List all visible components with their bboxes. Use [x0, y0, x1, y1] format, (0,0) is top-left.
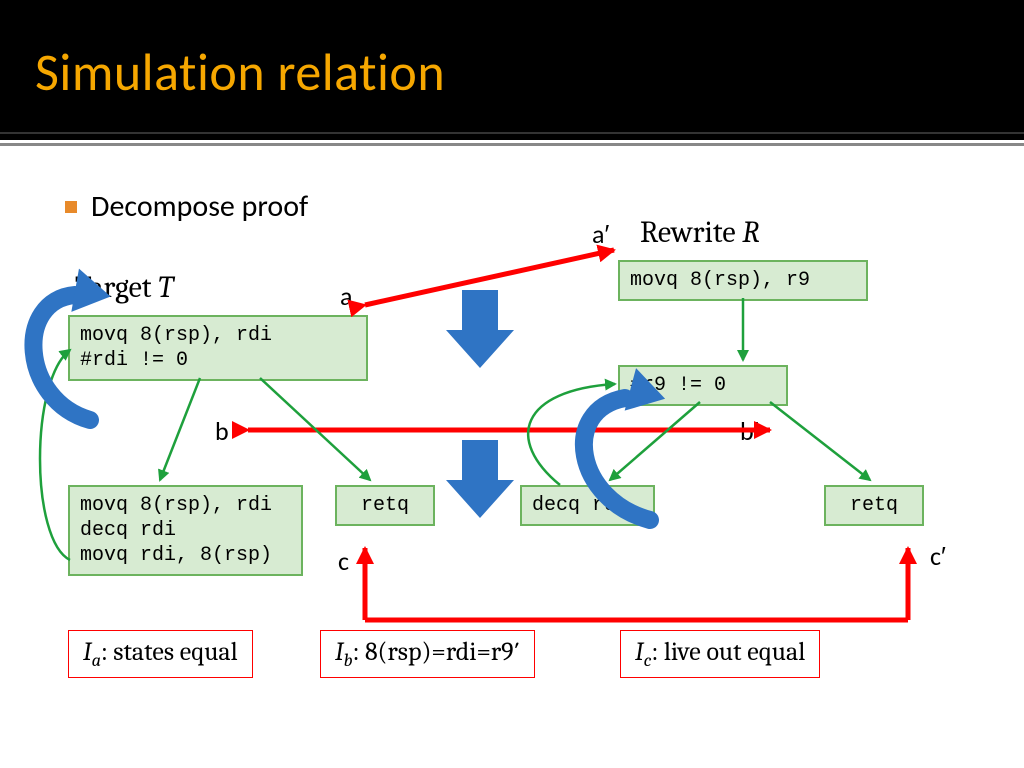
code-box-t3: retq: [335, 485, 435, 526]
code-box-r1: movq 8(rsp), r9: [618, 260, 868, 301]
point-b: b: [215, 415, 229, 447]
invariant-a: Ia: states equal: [68, 630, 253, 678]
bullet-row: Decompose proof: [65, 188, 308, 225]
rule-1: [0, 132, 1024, 134]
invariant-c: Ic: live out equal: [620, 630, 820, 678]
point-c: c: [338, 545, 349, 577]
target-label: Target T: [75, 270, 173, 305]
invariant-b: Ib: 8(rsp)=rdi=r9′: [320, 630, 535, 678]
code-box-r2: #r9 != 0: [618, 365, 788, 406]
slide-body: Decompose proof Target T Rewrite R movq …: [0, 140, 1024, 768]
code-box-r3: decq r9: [520, 485, 655, 526]
slide-header: Simulation relation: [0, 0, 1024, 140]
point-a: a: [340, 280, 352, 312]
point-bp: b′: [740, 415, 759, 447]
code-box-r4: retq: [824, 485, 924, 526]
point-cp: c′: [930, 540, 946, 572]
code-box-t1: movq 8(rsp), rdi #rdi != 0: [68, 315, 368, 381]
code-box-t2: movq 8(rsp), rdi decq rdi movq rdi, 8(rs…: [68, 485, 303, 576]
bullet-text: Decompose proof: [91, 188, 308, 225]
rewrite-label: Rewrite R: [640, 215, 759, 250]
bullet-icon: [65, 201, 77, 213]
point-ap: a′: [592, 218, 609, 250]
slide-title: Simulation relation: [35, 40, 989, 104]
